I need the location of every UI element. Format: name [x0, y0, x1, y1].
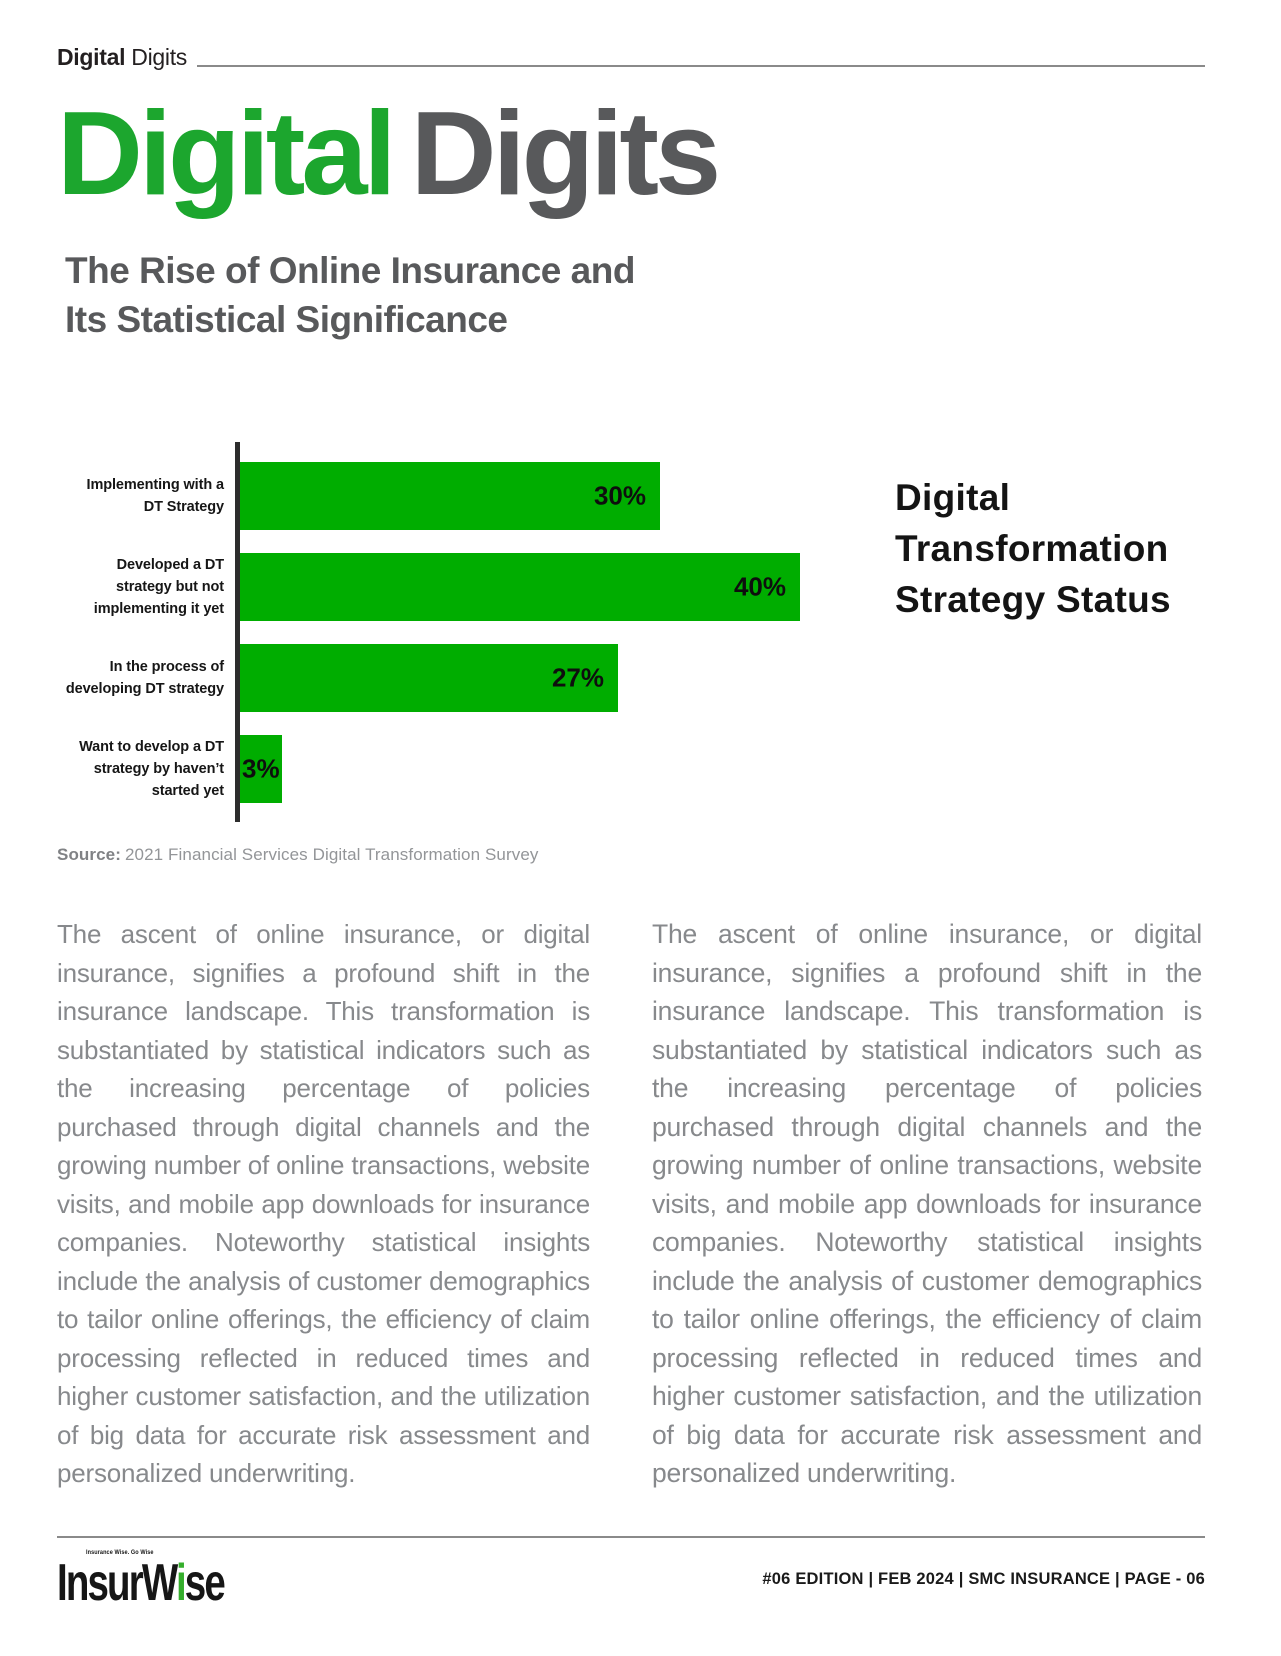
bar: 27% [240, 644, 618, 713]
page-title-gray: Digits [410, 87, 722, 220]
body-columns: The ascent of online insurance, or digit… [57, 915, 1205, 1493]
page-title: Digital Digits [57, 93, 1205, 214]
chart-title-line-3: Strategy Status [895, 579, 1171, 621]
bar-category-label: Developed a DT strategy but not implementi… [93, 557, 224, 618]
bar-category-label: Implementing with a DT Strategy [86, 477, 225, 516]
page-title-green: Digital [57, 87, 397, 220]
bar-row: Developed a DT strategy but not implementi… [94, 553, 800, 622]
source-label: Source: [57, 845, 121, 865]
logo-text-before: InsurW [57, 1553, 178, 1612]
page-footer: Insurance Wise. Go Wise InsurWise #06 ED… [57, 1536, 1205, 1609]
kicker: Digital Digits [57, 44, 187, 71]
kicker-regular: Digits [131, 44, 187, 70]
chart-rows: Implementing with a DT Strategy 30% Develop… [66, 462, 800, 804]
header-rule [197, 65, 1205, 67]
bar-row: In the process of developing DT strategy 2… [66, 644, 800, 713]
footer-rule [57, 1536, 1205, 1538]
chart-section: Implementing with a DT Strategy 30% Develop… [57, 442, 1205, 865]
bar-value-label: 3% [242, 753, 280, 784]
footer-row: Insurance Wise. Go Wise InsurWise #06 ED… [57, 1549, 1205, 1612]
footer-meta: #06 EDITION | FEB 2024 | SMC INSURANCE |… [762, 1569, 1205, 1588]
bar-value-label: 27% [551, 662, 604, 693]
subtitle-line-1: The Rise of Online Insurance and [65, 250, 635, 292]
bar-category-label: Want to develop a DT strategy by haven’t s… [79, 739, 224, 800]
bar-row: Want to develop a DT strategy by haven’t s… [79, 735, 800, 804]
bar-chart: Implementing with a DT Strategy 30% Develop… [66, 442, 800, 823]
bar: 3% [240, 735, 282, 804]
logo-wordmark: InsurWise [57, 1553, 226, 1612]
source-text: 2021 Financial Services Digital Transfor… [125, 845, 539, 865]
subtitle-line-2: Its Statistical Significance [65, 299, 508, 341]
chart-title-line-1: Digital [895, 477, 1011, 519]
chart-source: Source: 2021 Financial Services Digital T… [57, 845, 1205, 865]
bar-row: Implementing with a DT Strategy 30% [87, 462, 800, 531]
logo-tagline: Insurance Wise. Go Wise [86, 1549, 154, 1556]
chart-title: Digital Transformation Strategy Status [895, 472, 1171, 625]
bar: 40% [240, 553, 800, 622]
body-column-right: The ascent of online insurance, or digit… [652, 919, 1202, 1489]
bar-value-label: 40% [733, 571, 786, 602]
bar-category-label: In the process of developing DT strategy [65, 659, 224, 698]
chart-title-line-2: Transformation [895, 528, 1169, 570]
insurwise-logo: Insurance Wise. Go Wise InsurWise [57, 1549, 283, 1612]
bar-value-label: 30% [593, 480, 646, 511]
bar: 30% [240, 462, 660, 531]
kicker-row: Digital Digits [57, 44, 1205, 71]
logo-green-letter: i [175, 1553, 187, 1612]
page-subtitle: The Rise of Online Insurance and Its Sta… [65, 246, 1205, 344]
page-header: Digital Digits Digital Digits The Rise of… [57, 44, 1205, 344]
kicker-bold: Digital [57, 44, 126, 70]
logo-text-after: se [184, 1553, 226, 1612]
chart-y-axis [235, 442, 240, 823]
body-column-left: The ascent of online insurance, or digit… [57, 919, 590, 1489]
